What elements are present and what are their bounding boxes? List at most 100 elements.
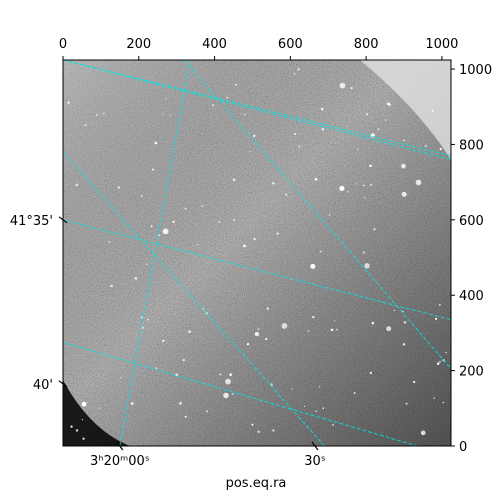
star [334,320,336,322]
star [253,237,256,241]
y-tick-label: 400 [459,289,484,304]
star [439,148,442,151]
grid-line-ascending [183,60,451,370]
y-tick-label: 200 [459,365,484,380]
star [433,397,436,399]
x-tick-label: 0 [59,37,67,52]
star [169,114,171,117]
grid-line-descending [63,341,418,446]
star [364,262,370,269]
star [229,373,232,376]
star [182,358,185,362]
star [257,328,260,330]
bottom-ra-axis: 3ʰ20ᵐ00ˢ 30ˢ [90,441,326,469]
left-dec-axis: 41°35' 40' [10,214,68,393]
star [184,207,187,210]
star [75,183,79,187]
star [415,179,422,186]
star [293,72,296,75]
star [307,330,310,332]
star [431,109,434,113]
star [347,190,349,193]
x-tick-label: 600 [278,37,303,52]
star [226,96,229,99]
star [319,386,321,388]
star [134,277,138,280]
star [154,141,158,145]
star [162,113,164,115]
star [403,320,407,324]
x-axis-label: pos.eq.ra [226,476,287,491]
star [266,307,269,310]
star [272,182,275,185]
star [353,391,356,394]
star [232,178,236,182]
y-tick-label: 800 [459,138,484,153]
star [357,148,359,150]
ra-tick-label: 3ʰ20ᵐ00ˢ [90,454,150,469]
star [328,214,331,216]
bright-edge-top-right [360,60,451,160]
dec-tick-mark [58,216,68,224]
star [103,112,105,115]
star [253,134,256,138]
star [81,401,87,407]
star [151,168,155,171]
star [366,113,368,116]
grid-line-descending [63,219,451,321]
star [362,184,365,187]
star [319,250,322,253]
star [162,339,165,343]
y-tick-label: 1000 [459,63,492,78]
stars [67,68,447,440]
star [130,402,134,405]
star [438,303,441,306]
star [402,343,406,346]
dark-corner-bottom-left [63,380,130,446]
star [219,373,222,376]
star [81,419,84,421]
star [70,425,73,428]
star [291,388,293,390]
grid-line-ascending [63,151,325,446]
star [75,429,79,432]
star [249,150,251,152]
star [243,244,246,248]
star [147,318,149,321]
top-axis: 0 200 400 600 800 1000 [59,37,458,60]
star [310,263,316,269]
star [67,101,70,104]
star [388,103,391,106]
star [231,393,234,396]
star [84,123,87,126]
star [150,225,153,228]
star [336,328,338,331]
star [330,328,334,332]
star [162,228,169,235]
star [234,83,237,86]
star [218,221,221,224]
star [254,331,260,337]
star [369,164,372,168]
star [140,195,143,197]
star [265,337,268,341]
star [350,86,353,90]
star [95,114,98,116]
star [369,371,373,375]
star [179,402,182,405]
star [362,251,365,254]
star [420,430,426,436]
star [141,326,144,329]
star [188,330,191,334]
star [401,163,406,169]
star [322,407,325,410]
star [332,424,335,426]
star [246,343,250,346]
star [385,119,387,121]
star [373,228,376,231]
x-tick-label: 400 [202,37,227,52]
y-tick-label: 0 [459,440,467,455]
star [442,401,445,404]
star [321,128,324,131]
